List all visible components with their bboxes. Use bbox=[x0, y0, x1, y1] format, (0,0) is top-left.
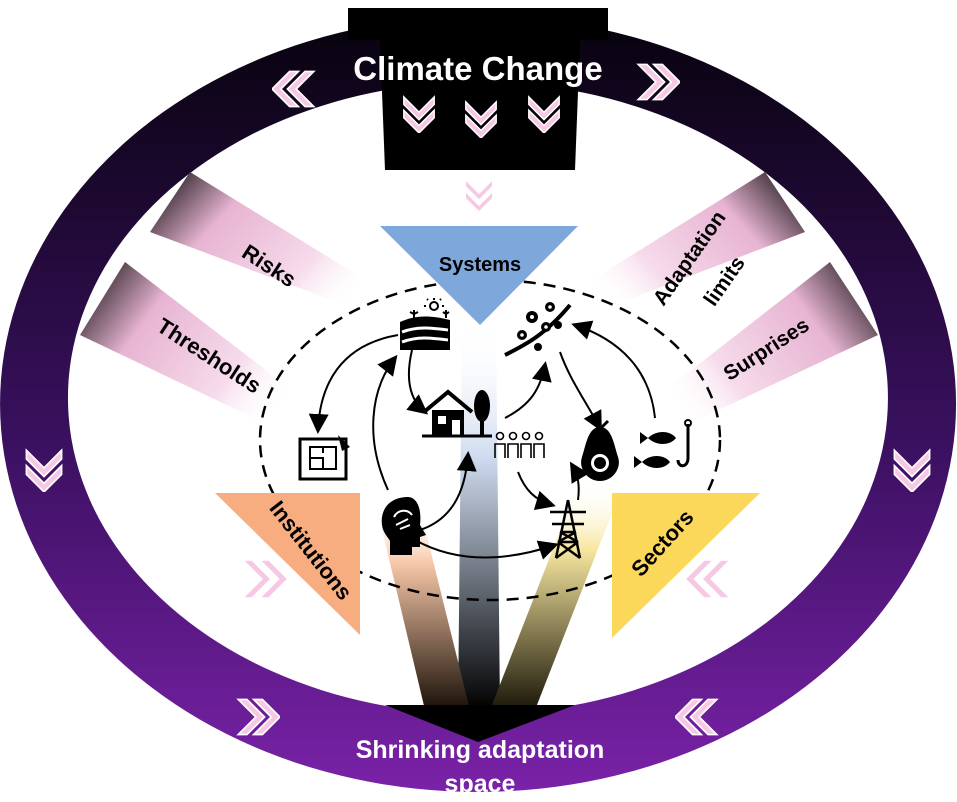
beam-sectors bbox=[490, 480, 625, 710]
brain-head-icon bbox=[381, 497, 426, 555]
beam-systems bbox=[458, 320, 500, 710]
farm-field-icon bbox=[400, 298, 450, 350]
band-surprises bbox=[640, 262, 878, 440]
network-arrows bbox=[308, 320, 656, 560]
chevron-left-icon bbox=[685, 558, 732, 600]
bottom-arrow bbox=[385, 705, 575, 742]
fish-hook-icon bbox=[634, 419, 692, 468]
band-thresholds bbox=[80, 262, 318, 440]
systems-label: Systems bbox=[439, 254, 521, 276]
band-risks bbox=[150, 172, 398, 320]
chevron-right-icon bbox=[241, 558, 288, 600]
band-adaptation-limits bbox=[560, 172, 805, 320]
avocado-icon bbox=[581, 419, 619, 481]
sectors-triangle bbox=[612, 493, 760, 638]
shrinking-label-line2: space bbox=[445, 770, 516, 798]
power-tower-icon bbox=[550, 499, 586, 560]
systems-triangle bbox=[380, 226, 578, 325]
chevron-down-icon bbox=[464, 179, 494, 212]
blueprint-icon bbox=[298, 435, 350, 481]
blossom-branch-icon bbox=[504, 302, 572, 357]
climate-change-label: Climate Change bbox=[353, 50, 602, 87]
climate-change-box bbox=[348, 8, 608, 170]
shrinking-label-line1: Shrinking adaptation bbox=[356, 736, 605, 764]
institutions-triangle bbox=[215, 493, 360, 635]
house-icon bbox=[422, 389, 492, 438]
people-group-icon bbox=[494, 431, 545, 458]
